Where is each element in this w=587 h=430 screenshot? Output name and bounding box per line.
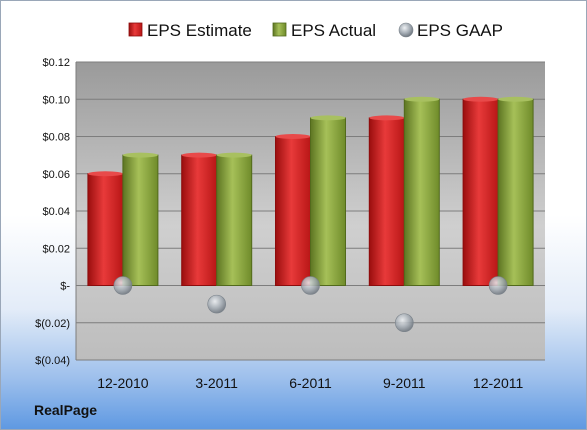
bar-eps-actual <box>216 154 253 286</box>
gaap-marker <box>394 313 414 333</box>
y-tick-label: $0.02 <box>42 243 70 255</box>
bars <box>87 96 534 286</box>
bar-top <box>498 96 534 102</box>
y-tick-label: $0.04 <box>42 206 70 218</box>
legend-swatch-eps-estimate <box>128 22 143 37</box>
legend-label: EPS GAAP <box>417 21 503 40</box>
gaap-marker <box>207 294 226 314</box>
bar-top <box>310 115 346 121</box>
x-tick-label: 6-2011 <box>289 375 332 391</box>
legend-label: EPS Actual <box>291 21 376 40</box>
x-tick-label: 12-2010 <box>97 375 149 391</box>
y-tick-label: $(0.02) <box>35 318 70 330</box>
bar-eps-actual <box>310 117 346 286</box>
legend-label: EPS Estimate <box>147 21 252 40</box>
bar-top <box>181 152 217 158</box>
bar-eps-estimate <box>275 136 311 286</box>
y-tick-label: $0.08 <box>42 132 70 144</box>
y-tick-label: $0.12 <box>42 57 70 69</box>
y-axis: $0.12 $0.10 $0.08 $0.06 $0.04 $0.02 $- $(0.02) $… <box>35 57 77 367</box>
gaap-markers <box>113 276 508 333</box>
y-tick-label: $- <box>60 281 70 293</box>
legend: EPS Estimate EPS Actual EPS GAAP <box>128 21 503 40</box>
x-axis: 12-2010 3-2011 6-2011 9-2011 12-2011 <box>97 375 523 391</box>
bar-eps-actual <box>403 98 440 286</box>
bar-top <box>216 152 252 158</box>
bar-top <box>463 96 499 102</box>
bar-eps-estimate <box>368 117 405 286</box>
y-tick-label: $0.10 <box>42 94 70 106</box>
bar-top <box>369 115 405 121</box>
x-tick-label: 3-2011 <box>195 375 238 391</box>
y-tick-label: $0.06 <box>42 169 70 181</box>
x-tick-label: 12-2011 <box>473 375 524 391</box>
bar-eps-actual <box>497 98 534 286</box>
bar-top <box>404 96 440 102</box>
legend-swatch-eps-gaap <box>398 22 414 38</box>
brand-label: RealPage <box>34 402 98 418</box>
bar-top <box>122 152 158 158</box>
bar-eps-actual <box>122 154 159 286</box>
gaap-marker <box>113 276 133 295</box>
legend-swatch-eps-actual <box>272 22 287 37</box>
gaap-marker <box>301 276 320 295</box>
x-tick-label: 9-2011 <box>383 375 426 391</box>
bar-eps-estimate <box>462 98 499 286</box>
bar-eps-estimate <box>181 154 218 286</box>
bar-top <box>87 171 123 177</box>
bar-eps-estimate <box>87 173 124 286</box>
gaap-marker <box>488 276 508 295</box>
y-tick-label: $(0.04) <box>35 355 70 367</box>
bar-top <box>275 134 311 139</box>
